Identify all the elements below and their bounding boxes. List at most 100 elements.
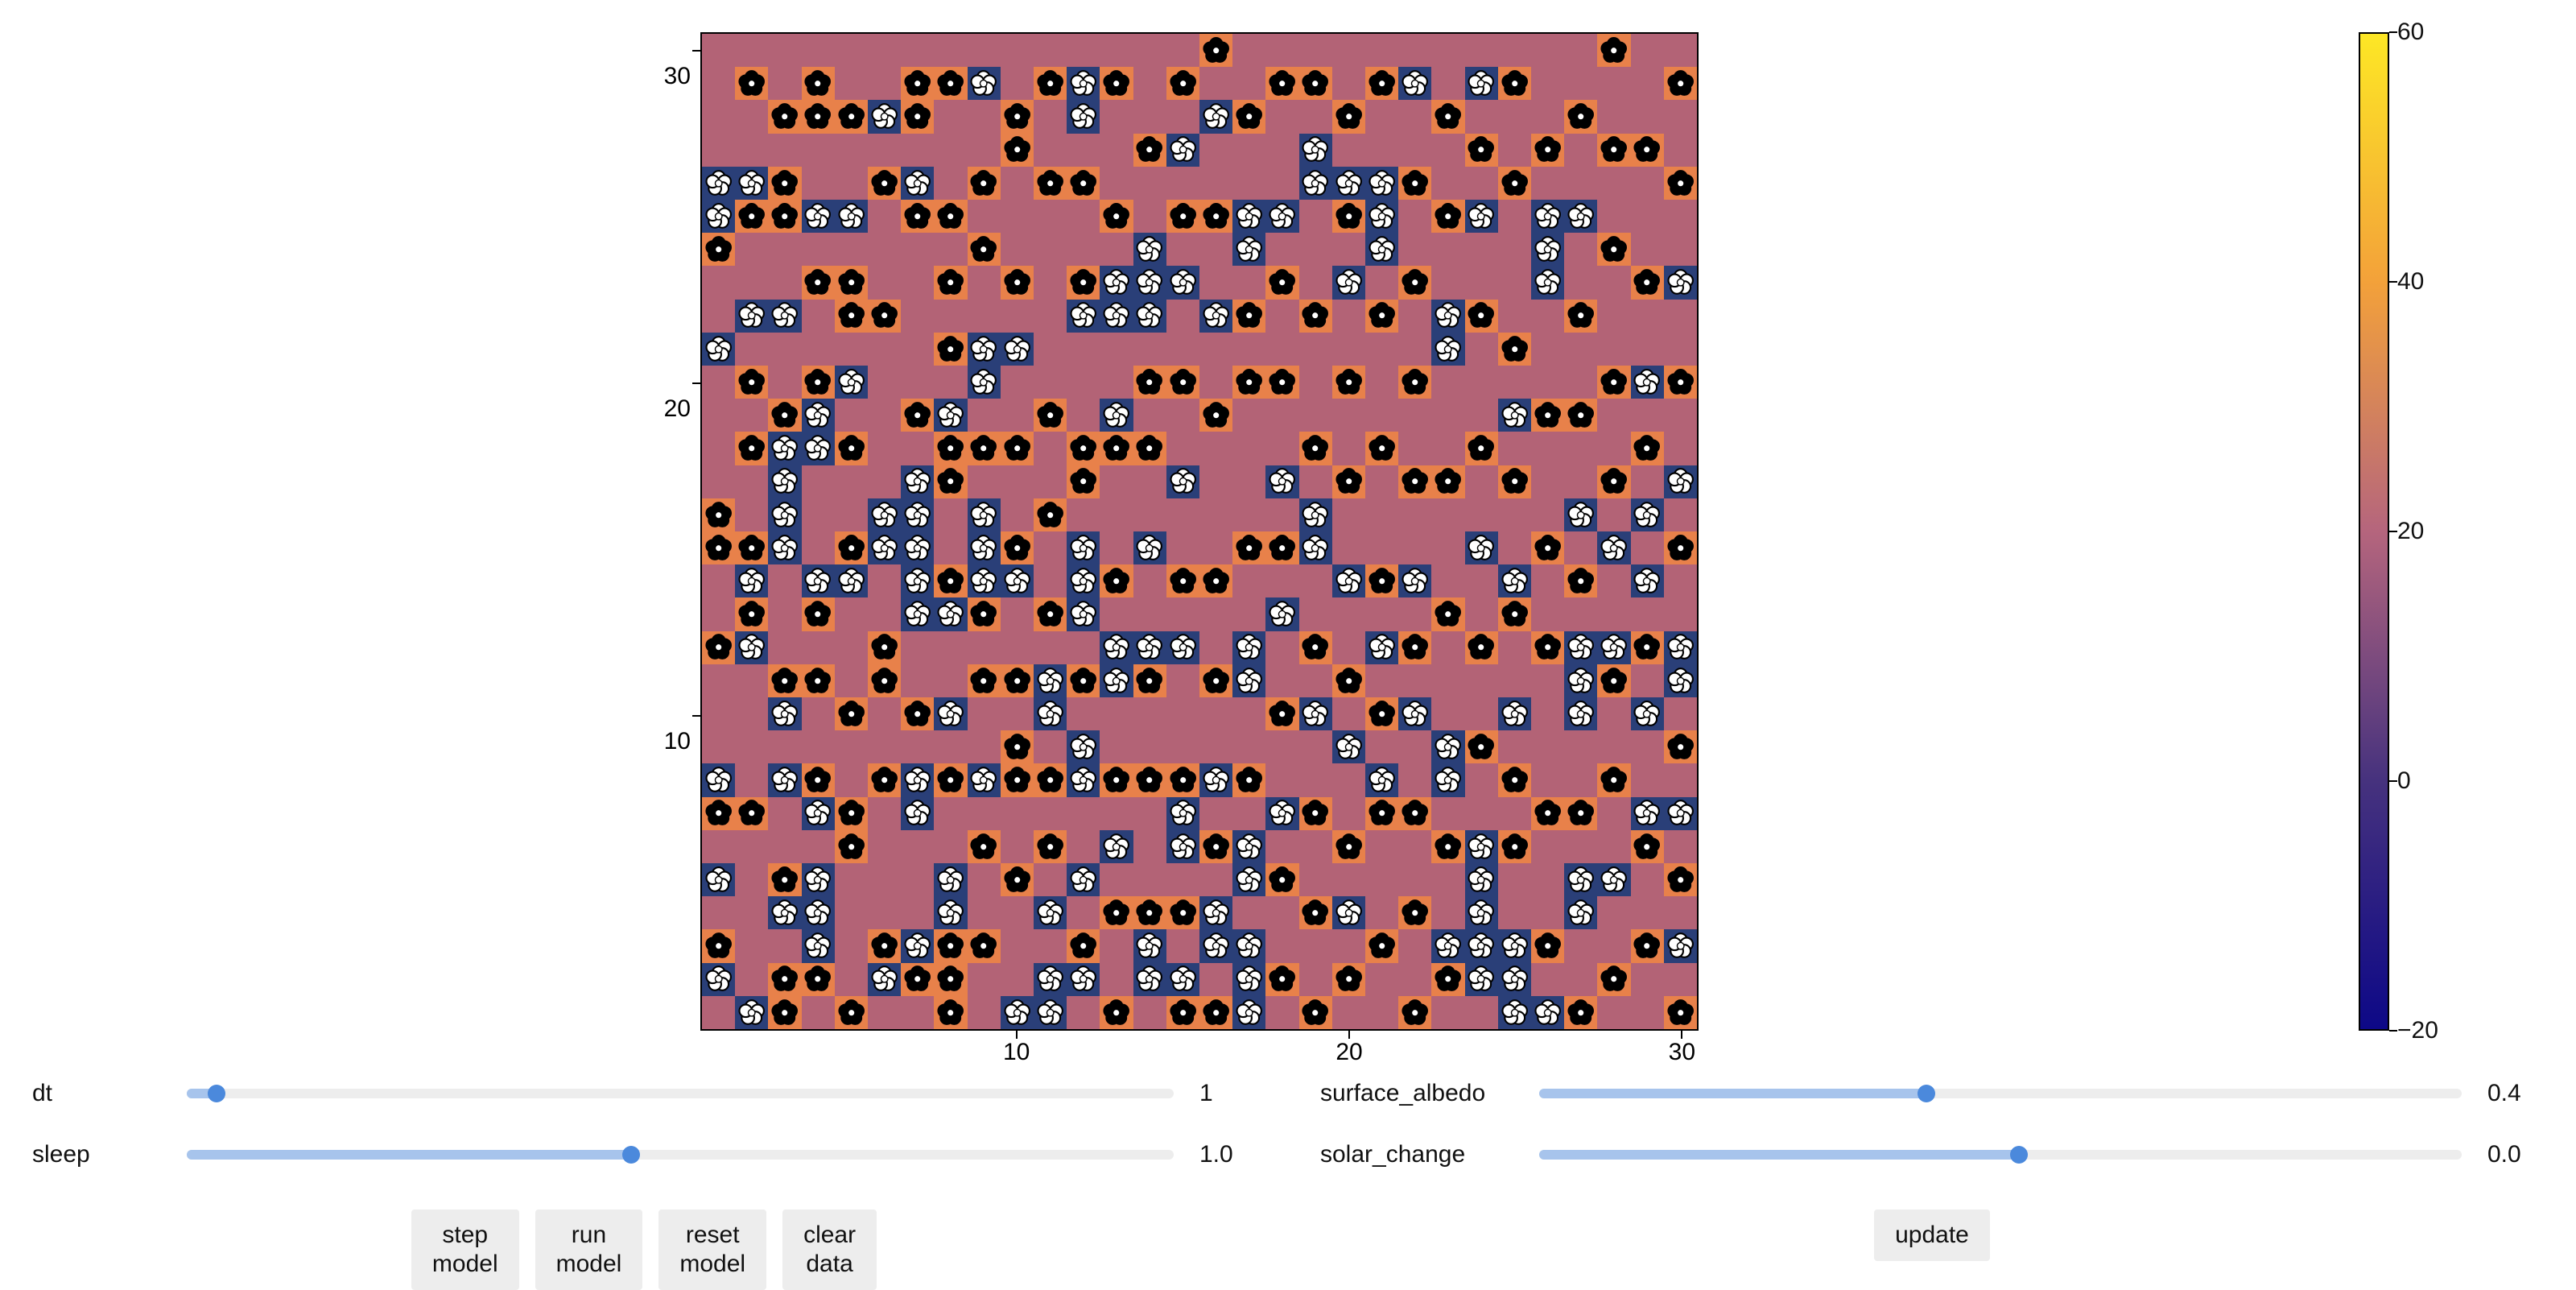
grid-cell bbox=[1631, 200, 1664, 233]
grid-cell-black-daisy bbox=[1199, 34, 1232, 67]
grid-cell-black-daisy bbox=[1564, 996, 1597, 1029]
grid-cell bbox=[835, 233, 868, 266]
grid-cell-black-daisy bbox=[1365, 432, 1398, 465]
grid-cell bbox=[1465, 167, 1498, 200]
grid-cell bbox=[1465, 366, 1498, 399]
grid-cell-black-daisy bbox=[835, 797, 868, 830]
grid-cell bbox=[1431, 34, 1464, 67]
app-stage: 102030102030 −200204060 dt1sleep1.0step … bbox=[0, 0, 2576, 1288]
grid-cell-white-daisy bbox=[1001, 996, 1034, 1029]
grid-cell bbox=[1597, 697, 1630, 730]
grid-cell-black-daisy bbox=[1332, 366, 1365, 399]
grid-cell bbox=[1265, 730, 1298, 763]
grid-cell bbox=[1332, 67, 1365, 100]
grid-cell bbox=[1365, 830, 1398, 863]
grid-cell bbox=[1034, 134, 1067, 167]
grid-cell bbox=[802, 233, 835, 266]
grid-cell bbox=[1001, 200, 1034, 233]
grid-cell bbox=[1465, 34, 1498, 67]
slider-track-surface_albedo[interactable] bbox=[1539, 1089, 2462, 1098]
grid-cell-white-daisy bbox=[1001, 564, 1034, 597]
grid-cell-white-daisy bbox=[768, 531, 801, 564]
grid-cell bbox=[735, 266, 768, 299]
grid-cell-white-daisy bbox=[702, 200, 735, 233]
grid-cell-black-daisy bbox=[1199, 200, 1232, 233]
grid-cell-white-daisy bbox=[1365, 200, 1398, 233]
grid-cell-white-daisy bbox=[1067, 300, 1100, 333]
grid-cell-black-daisy bbox=[934, 200, 967, 233]
grid-cell-white-daisy bbox=[802, 896, 835, 929]
grid-cell bbox=[835, 167, 868, 200]
clear_data-button[interactable]: clear data bbox=[782, 1209, 877, 1290]
grid-cell bbox=[1166, 333, 1199, 366]
grid-cell bbox=[1067, 233, 1100, 266]
update-button[interactable]: update bbox=[1874, 1209, 1990, 1261]
grid-cell bbox=[1299, 730, 1332, 763]
grid-cell bbox=[1564, 366, 1597, 399]
grid-cell bbox=[1332, 863, 1365, 896]
grid-cell bbox=[1365, 896, 1398, 929]
grid-cell-white-daisy bbox=[901, 763, 934, 796]
grid-cell bbox=[968, 996, 1001, 1029]
slider-sleep: sleep1.0 bbox=[32, 1132, 1256, 1177]
slider-track-solar_change[interactable] bbox=[1539, 1150, 2462, 1160]
grid-cell bbox=[1299, 399, 1332, 432]
slider-thumb[interactable] bbox=[1918, 1085, 1935, 1102]
grid-cell-white-daisy bbox=[968, 333, 1001, 366]
slider-thumb[interactable] bbox=[622, 1146, 640, 1164]
grid-cell bbox=[1299, 597, 1332, 631]
grid-cell-black-daisy bbox=[1664, 366, 1697, 399]
grid-cell-black-daisy bbox=[1664, 996, 1697, 1029]
run_model-button[interactable]: run model bbox=[535, 1209, 643, 1290]
grid-cell-black-daisy bbox=[802, 366, 835, 399]
grid-cell-black-daisy bbox=[802, 597, 835, 631]
grid-cell bbox=[1664, 697, 1697, 730]
grid-cell-black-daisy bbox=[1597, 134, 1630, 167]
grid-cell bbox=[868, 67, 901, 100]
grid-cell-black-daisy bbox=[735, 531, 768, 564]
grid-cell bbox=[1498, 896, 1531, 929]
grid-cell-black-daisy bbox=[768, 664, 801, 697]
grid-cell bbox=[1100, 498, 1133, 531]
step_model-button[interactable]: step model bbox=[411, 1209, 519, 1290]
grid-cell bbox=[1398, 333, 1431, 366]
grid-cell bbox=[1001, 67, 1034, 100]
grid-cell-black-daisy bbox=[1001, 664, 1034, 697]
grid-cell bbox=[1498, 300, 1531, 333]
grid-cell bbox=[835, 333, 868, 366]
grid-cell bbox=[1597, 797, 1630, 830]
grid-cell bbox=[1597, 730, 1630, 763]
grid-cell bbox=[1498, 531, 1531, 564]
grid-cell bbox=[1498, 134, 1531, 167]
slider-track-dt[interactable] bbox=[187, 1089, 1174, 1098]
grid-cell-black-daisy bbox=[1067, 929, 1100, 962]
grid-cell bbox=[1398, 863, 1431, 896]
grid-cell-white-daisy bbox=[1034, 697, 1067, 730]
grid-cell-white-daisy bbox=[1034, 996, 1067, 1029]
grid-cell bbox=[1265, 664, 1298, 697]
grid-cell-white-daisy bbox=[1232, 929, 1265, 962]
grid-cell-black-daisy bbox=[802, 67, 835, 100]
grid-cell bbox=[768, 67, 801, 100]
slider-thumb[interactable] bbox=[2010, 1146, 2028, 1164]
slider-track-sleep[interactable] bbox=[187, 1150, 1174, 1160]
grid-cell bbox=[968, 797, 1001, 830]
grid-cell bbox=[1100, 333, 1133, 366]
slider-thumb[interactable] bbox=[208, 1085, 225, 1102]
grid-cell bbox=[1597, 200, 1630, 233]
grid-cell bbox=[901, 366, 934, 399]
reset_model-button[interactable]: reset model bbox=[658, 1209, 766, 1290]
grid-cell-white-daisy bbox=[768, 432, 801, 465]
grid-cell bbox=[702, 996, 735, 1029]
grid-cell bbox=[1166, 399, 1199, 432]
grid-cell-black-daisy bbox=[1398, 896, 1431, 929]
grid-cell bbox=[1664, 963, 1697, 996]
grid-cell bbox=[1001, 597, 1034, 631]
grid-cell-white-daisy bbox=[1199, 896, 1232, 929]
grid-cell bbox=[835, 896, 868, 929]
grid-cell-black-daisy bbox=[768, 100, 801, 133]
grid-cell-white-daisy bbox=[1564, 631, 1597, 664]
grid-cell-white-daisy bbox=[1597, 531, 1630, 564]
grid-cell-white-daisy bbox=[1398, 67, 1431, 100]
grid-cell bbox=[1001, 34, 1034, 67]
